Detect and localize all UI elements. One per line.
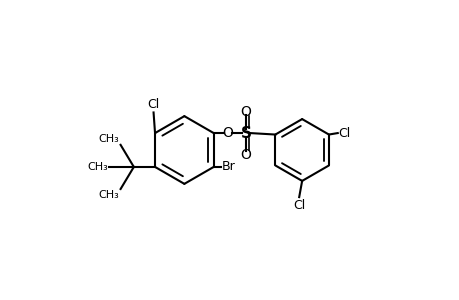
Text: CH₃: CH₃ [98,134,119,144]
Text: S: S [240,126,251,141]
Text: Cl: Cl [292,199,305,212]
Text: CH₃: CH₃ [98,190,119,200]
Text: Cl: Cl [338,127,350,140]
Text: Br: Br [221,160,235,173]
Text: O: O [240,148,251,162]
Text: O: O [240,105,251,118]
Text: Cl: Cl [147,98,159,111]
Text: O: O [222,126,233,140]
Text: CH₃: CH₃ [87,162,108,172]
